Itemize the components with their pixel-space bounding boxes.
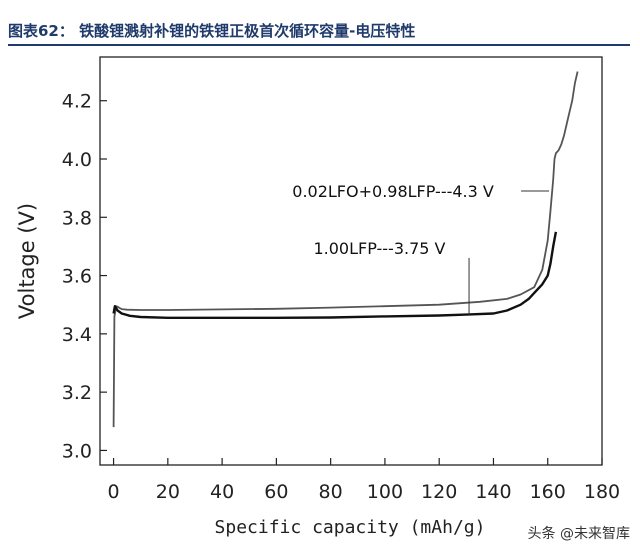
x-tick-label: 0: [108, 481, 120, 503]
x-axis-title: Specific capacity (mAh/g): [215, 517, 486, 538]
figure-header: 图表62： 铁酸锂溅射补锂的铁锂正极首次循环容量-电压特性: [8, 18, 630, 46]
series-line-1: [112, 71, 579, 428]
y-tick-label: 3.2: [62, 382, 92, 404]
x-tick-label: 60: [264, 481, 288, 503]
y-tick-label: 3.4: [62, 324, 92, 346]
x-tick-label: 140: [475, 481, 511, 503]
annotation-label-1: 0.02LFO+0.98LFP---4.3 V: [292, 182, 494, 201]
y-tick-label: 4.2: [62, 91, 92, 113]
figure-title-rule: [8, 44, 630, 46]
figure-title: 图表62： 铁酸锂溅射补锂的铁锂正极首次循环容量-电压特性: [8, 22, 416, 40]
y-tick-label: 3.0: [62, 440, 92, 462]
x-axis-ticks: 0 20 40 60 80 100 120 140 160 180: [108, 458, 620, 503]
y-axis-title: Voltage (V): [15, 203, 39, 319]
series-layer: [112, 71, 579, 428]
y-tick-label: 3.8: [62, 207, 92, 229]
x-tick-label: 120: [421, 481, 457, 503]
plot-frame: [99, 56, 603, 466]
annotation-label-2: 1.00LFP---3.75 V: [313, 239, 445, 258]
y-tick-label: 4.0: [62, 149, 92, 171]
watermark: 头条 @未来智库: [527, 526, 630, 542]
series-line-2: [112, 231, 558, 319]
x-tick-label: 100: [367, 481, 403, 503]
x-tick-label: 20: [156, 481, 180, 503]
x-tick-label: 180: [584, 481, 620, 503]
x-tick-label: 80: [319, 481, 343, 503]
y-axis-ticks: 3.0 3.2 3.4 3.6 3.8 4.0 4.2: [62, 91, 107, 462]
x-tick-label: 40: [210, 481, 234, 503]
y-tick-label: 3.6: [62, 266, 92, 288]
x-tick-label: 160: [530, 481, 566, 503]
annotation-layer: 0.02LFO+0.98LFP---4.3 V 1.00LFP---3.75 V: [292, 182, 550, 315]
